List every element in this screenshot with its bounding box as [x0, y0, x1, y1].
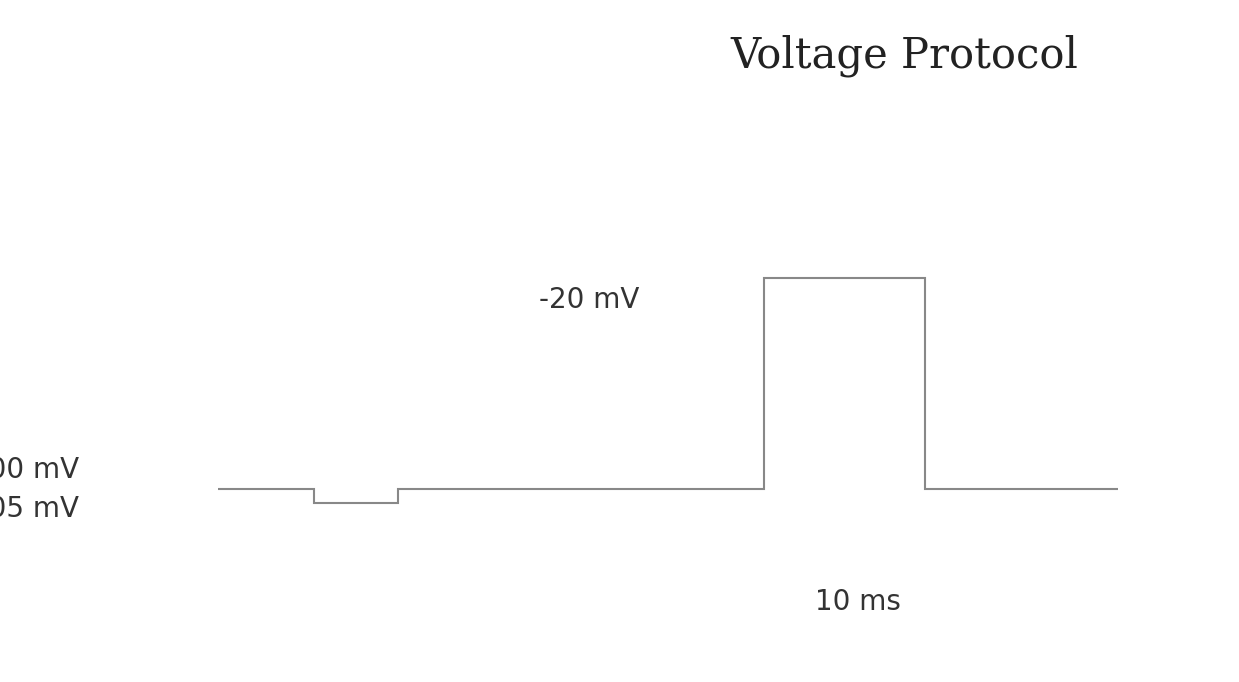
Text: 10 ms: 10 ms	[814, 588, 901, 617]
Text: -20 mV: -20 mV	[539, 286, 639, 314]
Text: -105 mV: -105 mV	[0, 494, 79, 522]
Text: Voltage Protocol: Voltage Protocol	[731, 34, 1078, 76]
Text: -100 mV: -100 mV	[0, 456, 79, 484]
